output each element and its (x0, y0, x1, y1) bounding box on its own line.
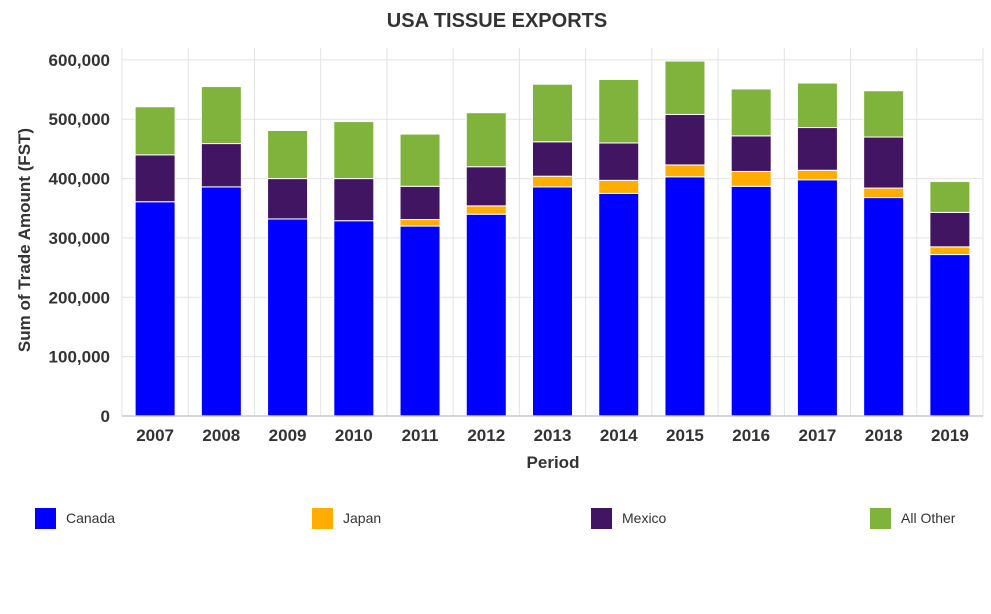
bar-all-other-2009 (267, 130, 309, 180)
bar-all-other-2018 (863, 90, 905, 138)
bar-japan-2019 (929, 246, 971, 256)
bar-all-other-2011 (399, 133, 441, 187)
x-tick-label: 2019 (931, 426, 969, 445)
y-tick-label: 600,000 (49, 51, 110, 70)
x-tick-label: 2007 (136, 426, 174, 445)
x-tick-label: 2012 (467, 426, 505, 445)
x-tick-label: 2018 (865, 426, 903, 445)
bar-canada-2010 (333, 220, 375, 417)
x-tick-label: 2010 (335, 426, 373, 445)
y-tick-label: 400,000 (49, 170, 110, 189)
bar-mexico-2010 (333, 178, 375, 222)
bar-mexico-2008 (200, 143, 242, 188)
bar-mexico-2016 (730, 135, 772, 172)
x-tick-label: 2016 (732, 426, 770, 445)
axis-layer: 0 100,000 200,000 300,000 400,000 500,000 600,… (49, 51, 983, 445)
legend-item-all-other[interactable]: All Other (870, 505, 955, 531)
legend-label: Japan (343, 510, 382, 526)
bar-canada-2017 (796, 179, 838, 417)
y-tick-label: 100,000 (49, 348, 110, 367)
bar-canada-2019 (929, 254, 971, 417)
bar-mexico-2019 (929, 211, 971, 248)
bar-all-other-2010 (333, 121, 375, 180)
x-tick-label: 2011 (402, 426, 439, 445)
bar-mexico-2013 (532, 141, 573, 177)
bar-canada-2016 (730, 185, 772, 417)
bar-canada-2018 (863, 197, 905, 417)
y-tick-label: 300,000 (49, 229, 110, 248)
bar-japan-2012 (465, 205, 507, 215)
bar-mexico-2007 (134, 154, 176, 203)
bar-canada-2009 (267, 218, 309, 417)
bar-canada-2013 (532, 186, 573, 417)
legend: Canada Japan Mexico All Other (0, 505, 991, 535)
bar-mexico-2011 (399, 185, 441, 221)
legend-item-mexico[interactable]: Mexico (591, 505, 666, 531)
legend-label: Canada (66, 510, 116, 526)
bar-japan-2017 (796, 169, 838, 181)
bar-mexico-2009 (267, 178, 309, 220)
x-axis-title: Period (527, 453, 580, 472)
bar-mexico-2014 (598, 142, 640, 181)
bar-all-other-2012 (465, 112, 507, 168)
legend-item-japan[interactable]: Japan (312, 505, 381, 531)
bar-japan-2015 (664, 164, 706, 178)
bar-japan-2011 (399, 219, 441, 227)
bar-japan-2013 (532, 175, 573, 188)
bar-canada-2007 (134, 201, 176, 417)
legend-label: All Other (901, 510, 956, 526)
bar-japan-2016 (730, 170, 772, 187)
x-tick-label: 2009 (269, 426, 307, 445)
y-tick-label: 0 (101, 407, 110, 426)
bar-mexico-2018 (863, 136, 905, 189)
bar-all-other-2015 (664, 60, 706, 115)
bar-japan-2018 (863, 187, 905, 199)
x-tick-label: 2013 (534, 426, 572, 445)
x-tick-label: 2017 (799, 426, 837, 445)
bar-mexico-2017 (796, 127, 838, 171)
bar-mexico-2012 (465, 166, 507, 207)
bar-all-other-2007 (134, 106, 176, 156)
bar-canada-2008 (200, 186, 242, 417)
bars-layer (134, 60, 971, 417)
legend-swatch (35, 507, 56, 529)
bar-all-other-2008 (200, 86, 242, 145)
bar-mexico-2015 (664, 113, 706, 166)
legend-swatch (870, 507, 891, 529)
bar-japan-2014 (598, 179, 640, 194)
bar-canada-2011 (399, 225, 441, 417)
legend-swatch (591, 507, 612, 529)
legend-item-canada[interactable]: Canada (35, 505, 115, 531)
chart-title: USA TISSUE EXPORTS (387, 10, 607, 32)
legend-swatch (312, 507, 333, 529)
bar-all-other-2019 (929, 181, 971, 213)
bar-canada-2014 (598, 192, 640, 417)
bar-all-other-2013 (532, 83, 573, 143)
bar-all-other-2017 (796, 82, 838, 129)
y-tick-label: 200,000 (49, 288, 110, 307)
bar-canada-2015 (664, 176, 706, 417)
x-tick-label: 2008 (202, 426, 240, 445)
x-tick-label: 2014 (600, 426, 638, 445)
legend-label: Mexico (622, 510, 667, 526)
bar-canada-2012 (465, 213, 507, 417)
bar-all-other-2014 (598, 78, 640, 144)
x-tick-label: 2015 (666, 426, 704, 445)
y-tick-label: 500,000 (49, 110, 110, 129)
bar-all-other-2016 (730, 88, 772, 137)
y-axis-title: Sum of Trade Amount (FST) (15, 128, 34, 352)
